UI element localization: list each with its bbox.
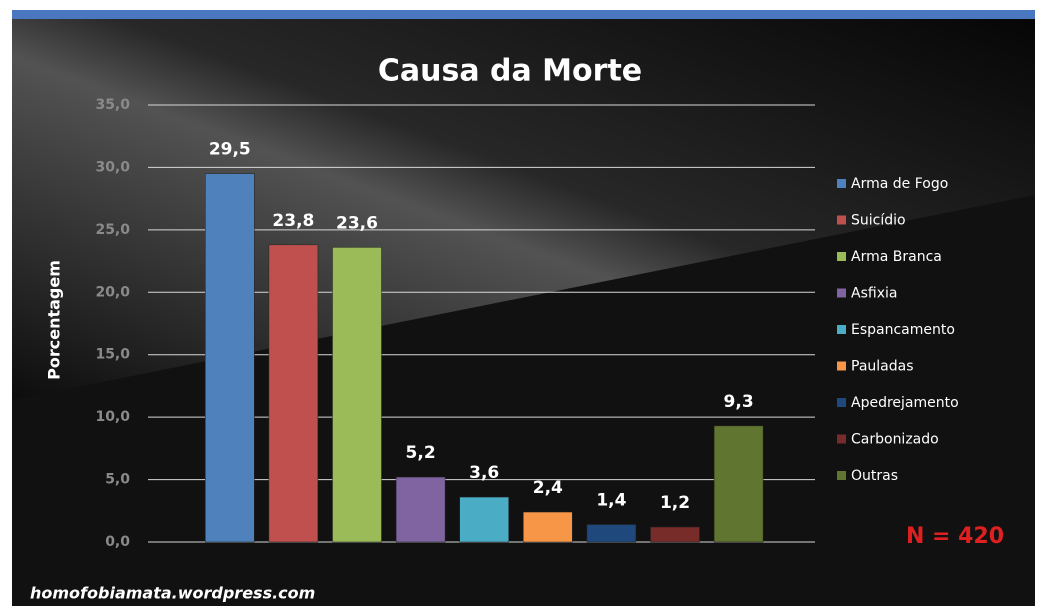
bar bbox=[523, 511, 573, 543]
y-tick-label: 30,0 bbox=[95, 159, 130, 175]
background-band bbox=[12, 18, 1035, 400]
y-tick-label: 25,0 bbox=[95, 222, 130, 238]
legend-label: Arma de Fogo bbox=[851, 176, 948, 192]
legend-label: Carbonizado bbox=[851, 432, 939, 448]
bar bbox=[650, 526, 700, 543]
value-label: 3,6 bbox=[469, 463, 499, 483]
value-label: 1,4 bbox=[596, 491, 626, 511]
legend-label: Pauladas bbox=[851, 359, 914, 375]
bar bbox=[205, 173, 255, 543]
y-tick-label: 20,0 bbox=[95, 284, 130, 300]
y-tick-label: 35,0 bbox=[95, 97, 130, 113]
legend-swatch bbox=[837, 398, 846, 407]
value-label: 5,2 bbox=[406, 443, 436, 463]
legend-swatch bbox=[837, 325, 846, 334]
y-tick-label: 5,0 bbox=[105, 472, 130, 488]
bar bbox=[395, 476, 446, 543]
value-label: 29,5 bbox=[209, 140, 251, 160]
bar bbox=[459, 496, 509, 543]
legend-swatch bbox=[837, 179, 846, 188]
legend-label: Espancamento bbox=[851, 322, 955, 338]
legend-label: Suicídio bbox=[851, 213, 906, 229]
bar bbox=[268, 244, 319, 543]
value-label: 9,3 bbox=[724, 392, 754, 412]
legend-swatch bbox=[837, 471, 846, 480]
value-label: 1,2 bbox=[660, 493, 690, 513]
legend-label: Asfixia bbox=[851, 286, 897, 302]
legend-swatch bbox=[837, 252, 846, 261]
footer: homofobiamata.wordpress.com bbox=[30, 584, 315, 603]
y-tick-label: 0,0 bbox=[105, 534, 130, 550]
legend-swatch bbox=[837, 215, 846, 225]
bar bbox=[713, 425, 764, 543]
bar bbox=[586, 524, 637, 543]
y-tick-label: 15,0 bbox=[95, 347, 130, 363]
legend-swatch bbox=[837, 361, 846, 371]
legend-swatch bbox=[837, 288, 846, 298]
bar bbox=[332, 247, 382, 543]
legend-label: Outras bbox=[851, 468, 898, 484]
legend-label: Arma Branca bbox=[851, 249, 942, 265]
legend-swatch bbox=[837, 434, 846, 444]
legend-label: Apedrejamento bbox=[851, 395, 959, 411]
chart-title: Causa da Morte bbox=[378, 54, 642, 89]
value-label: 2,4 bbox=[533, 478, 563, 498]
top-border bbox=[12, 10, 1035, 19]
annotation: N = 420 bbox=[906, 524, 1004, 549]
y-tick-label: 10,0 bbox=[95, 409, 130, 425]
value-label: 23,8 bbox=[272, 211, 314, 231]
y-axis-label: Porcentagem bbox=[45, 260, 64, 380]
value-label: 23,6 bbox=[336, 213, 378, 233]
